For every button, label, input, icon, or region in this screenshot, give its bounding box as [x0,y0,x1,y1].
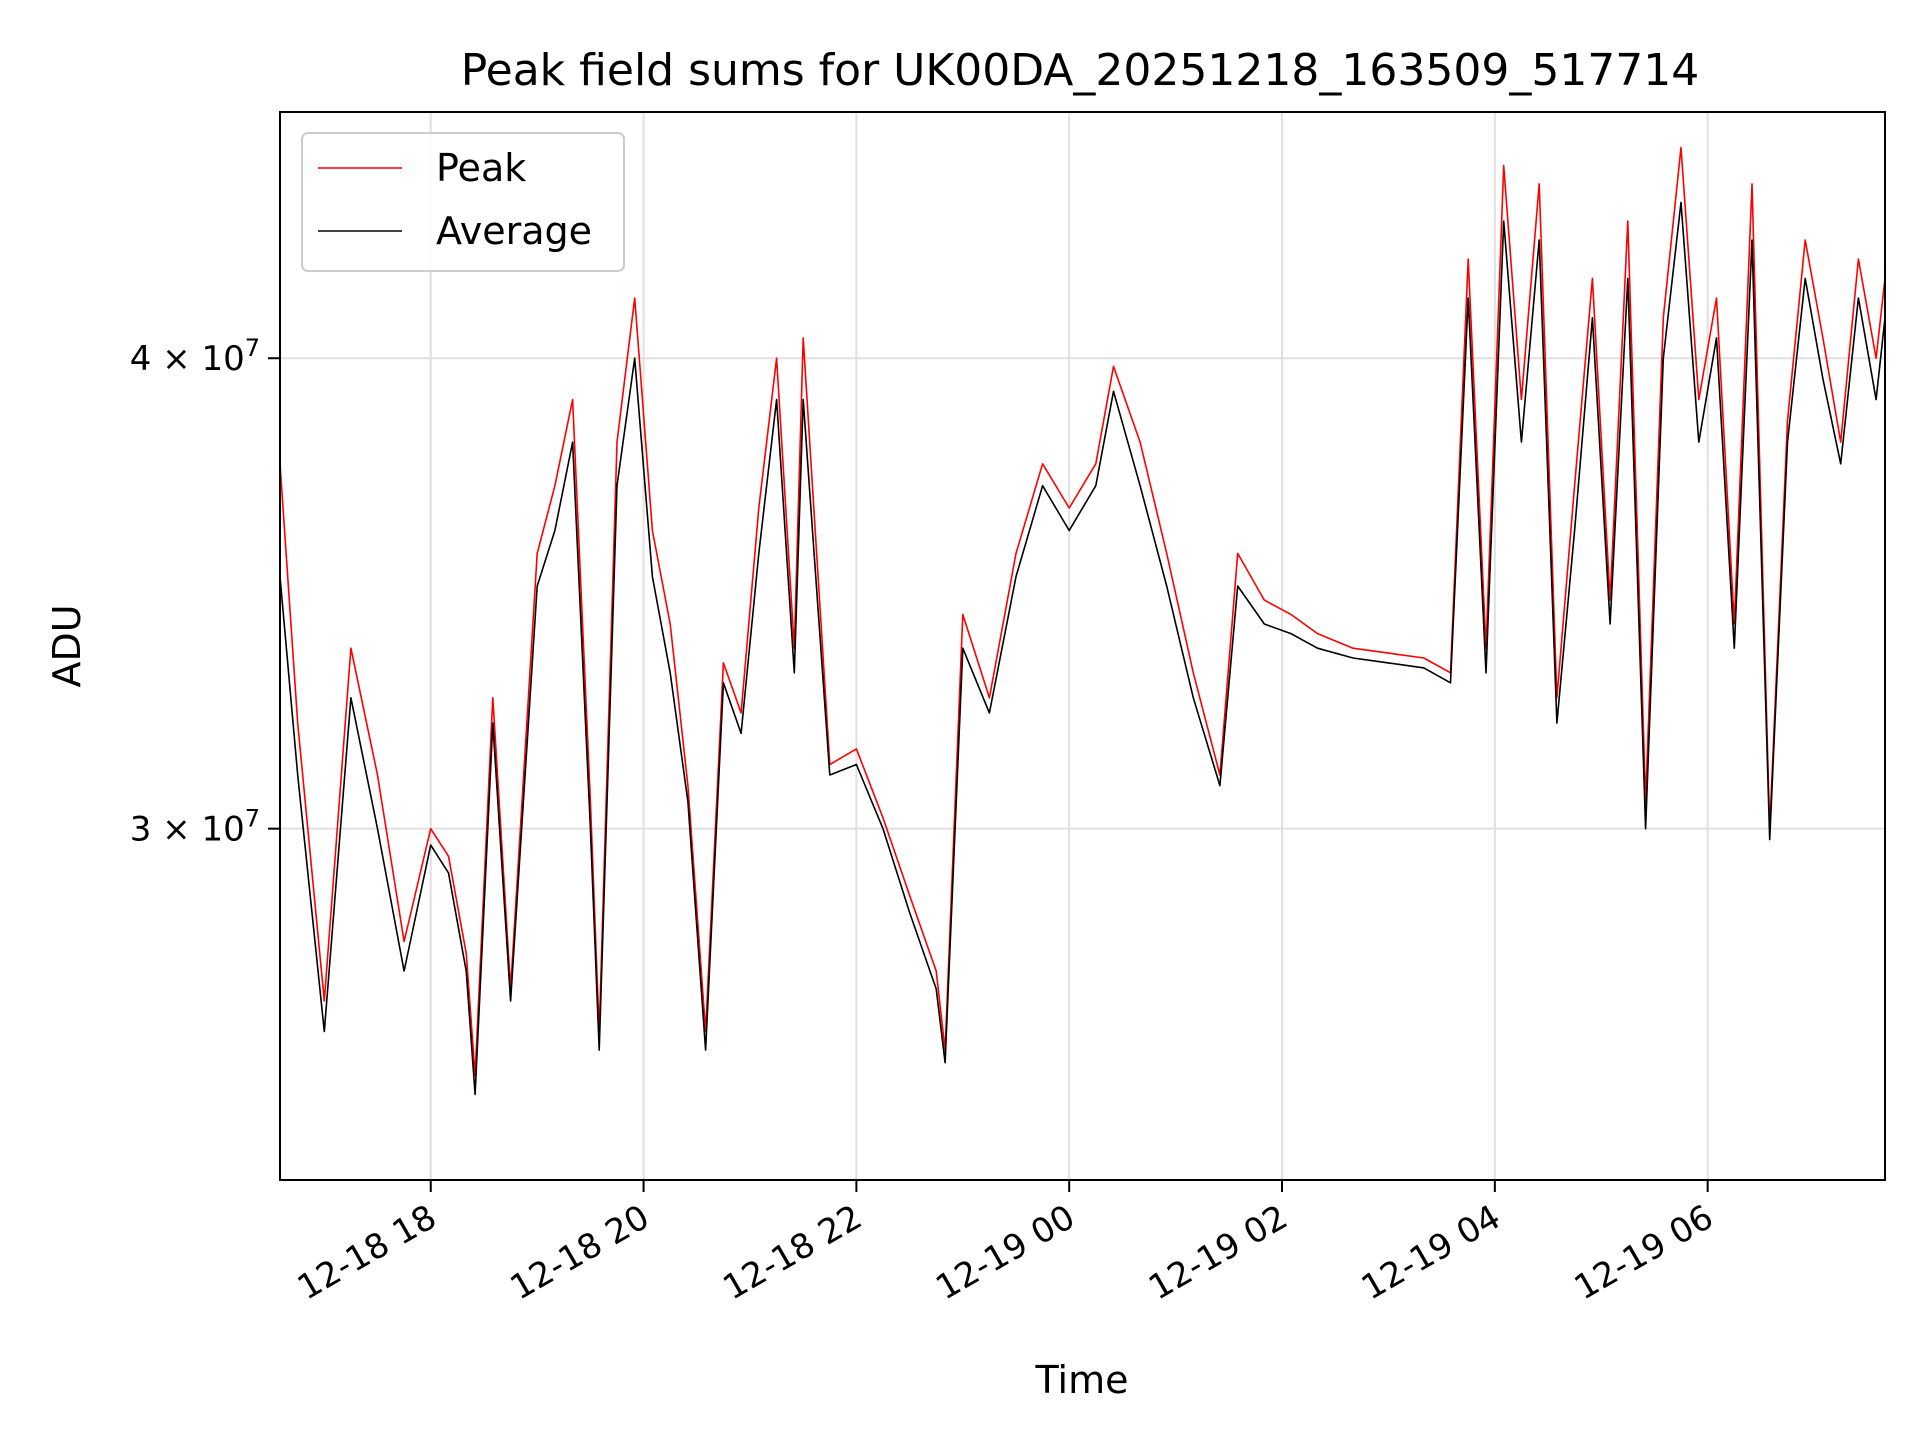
series-lines [279,146,1886,1096]
y-axis-label: ADU [45,604,89,687]
legend-label-peak: Peak [436,146,526,190]
legend: Peak Average [301,132,625,272]
series-line-peak [279,146,1886,1077]
y-tick-label: 3 × 107 [130,805,260,850]
legend-label-average: Average [436,209,592,253]
grid [280,112,1885,1180]
y-tick-label: 4 × 107 [130,334,260,379]
y-axis-ticks: 3 × 107 4 × 107 [130,334,280,850]
series-line-average [279,201,1886,1096]
chart-title: Peak field sums for UK00DA_20251218_1635… [461,45,1700,96]
plot-frame [279,111,1886,1181]
x-axis-label: Time [1035,1358,1129,1402]
